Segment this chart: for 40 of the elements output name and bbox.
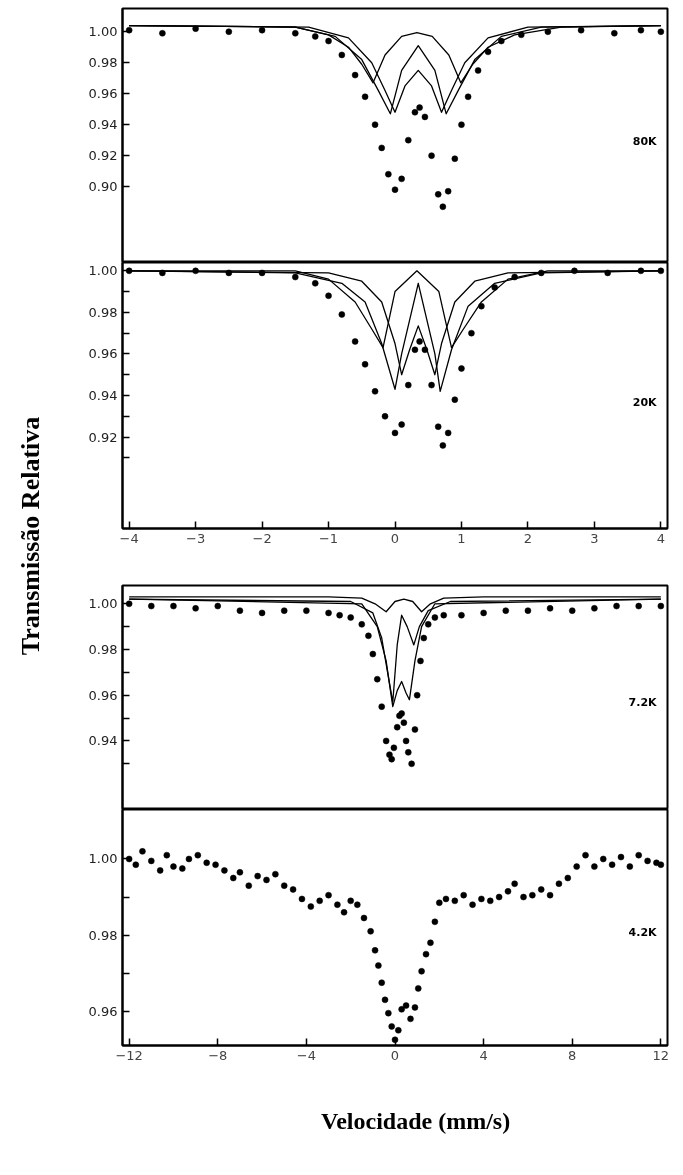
x-tick-label: −4	[119, 530, 139, 546]
y-tick-label: 0.92	[88, 148, 118, 164]
x-tick-label: 2	[523, 530, 533, 546]
x-tick-label: 4	[656, 530, 665, 546]
y-tick-label: 0.98	[88, 304, 118, 320]
x-tick-label: −2	[252, 530, 272, 546]
x-tick-label: 8	[568, 1047, 577, 1063]
x-tick-label: −1	[318, 530, 339, 546]
x-tick-label: 0	[390, 1047, 400, 1063]
y-tick-label: 0.94	[88, 117, 118, 133]
x-axis-title: Velocidade (mm/s)	[321, 1107, 511, 1134]
x-tick-label: 3	[590, 530, 599, 546]
y-tick-label: 1.00	[88, 263, 118, 279]
x-tick-label: 0	[390, 530, 400, 546]
y-tick-label: 1.00	[88, 851, 118, 867]
y-tick-label: 0.92	[88, 429, 118, 445]
y-tick-label: 0.94	[88, 733, 118, 749]
annotation: 7.2K	[628, 695, 658, 709]
y-tick-label: 0.94	[88, 388, 118, 403]
x-tick-label: 1	[457, 530, 466, 546]
x-tick-label: 12	[652, 1047, 670, 1063]
y-tick-label: 1.00	[88, 596, 118, 612]
y-tick-label: 0.98	[88, 55, 118, 71]
x-tick-label: −12	[115, 1047, 143, 1063]
x-tick-label: −4	[296, 1047, 316, 1063]
y-tick-label: 0.96	[88, 687, 118, 703]
y-tick-label: 0.98	[88, 927, 118, 943]
annotation: 4.2K	[628, 926, 658, 940]
annotation: 80K	[632, 135, 658, 149]
annotation: 20K	[632, 395, 658, 409]
y-tick-label: 0.96	[88, 86, 118, 102]
x-tick-label: −3	[186, 530, 206, 546]
x-tick-label: −8	[208, 1047, 228, 1063]
y-tick-label: 0.96	[88, 1003, 118, 1019]
y-axis-title: Transmissão Relativa	[16, 416, 45, 656]
y-tick-label: 0.90	[88, 179, 118, 195]
y-tick-label: 0.98	[88, 642, 118, 657]
y-tick-label: 0.96	[88, 346, 118, 362]
x-tick-label: 4	[479, 1047, 488, 1063]
y-tick-label: 1.00	[88, 24, 118, 40]
